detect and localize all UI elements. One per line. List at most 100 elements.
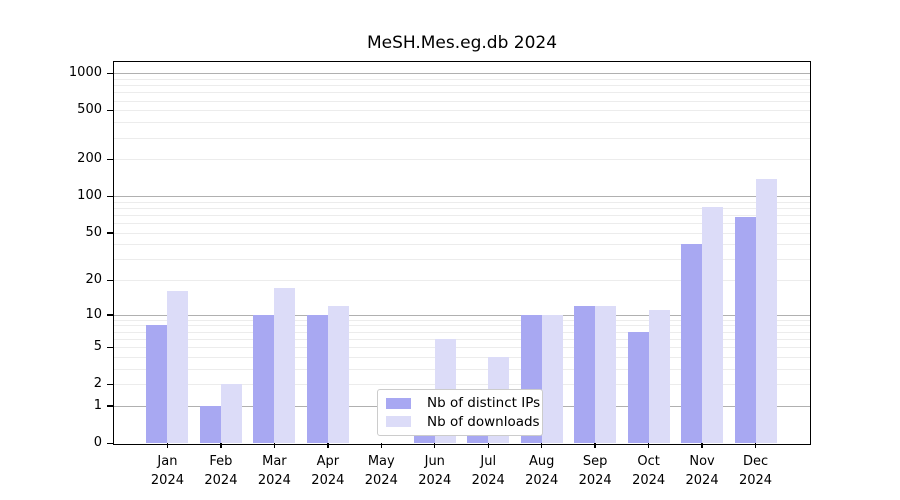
bar-ips-apr [306, 314, 328, 443]
minor-gridline [114, 368, 810, 370]
x-tick-mark [701, 443, 703, 448]
y-tick-label: 100 [77, 188, 102, 204]
y-tick-mark [106, 442, 113, 444]
legend-entry-downloads: Nb of downloads [386, 414, 540, 430]
bar-downloads-mar [274, 288, 296, 443]
y-tick-label: 5 [93, 339, 102, 355]
legend-swatch-icon [386, 397, 411, 409]
minor-gridline [114, 207, 810, 209]
minor-gridline [114, 331, 810, 333]
x-tick-month: May [367, 454, 395, 469]
x-tick-month: Jun [424, 454, 445, 469]
minor-gridline [114, 100, 810, 102]
bar-downloads-feb [220, 384, 242, 443]
bar-downloads-dec [755, 178, 777, 443]
x-tick-label-sep: Sep 2024 [550, 452, 640, 490]
bar-downloads-aug [541, 314, 563, 443]
x-tick-month: Dec [742, 454, 769, 469]
x-tick-month: Nov [689, 454, 715, 469]
y-tick-label: 2 [93, 376, 102, 392]
x-tick-mark [166, 443, 169, 448]
y-tick-mark [106, 232, 113, 234]
x-tick-mark [540, 443, 543, 448]
y-tick-mark [106, 383, 113, 386]
bar-downloads-apr [327, 305, 349, 443]
chart-title: MeSH.Mes.eg.db 2024 [366, 33, 558, 53]
minor-gridline [114, 159, 810, 161]
bar-ips-dec [734, 217, 756, 443]
y-tick-label: 10 [85, 306, 102, 322]
legend-label: Nb of downloads [427, 413, 540, 430]
bar-ips-sep [574, 305, 596, 443]
x-tick-label-oct: Oct 2024 [604, 452, 694, 490]
bar-ips-oct [627, 331, 649, 443]
x-tick-label-jan: Jan 2024 [122, 452, 212, 490]
x-tick-label-jun: Jun 2024 [390, 452, 480, 490]
legend-swatch-icon [386, 416, 411, 428]
major-gridline [114, 196, 810, 198]
y-tick-label: 20 [85, 272, 102, 288]
x-tick-label-apr: Apr 2024 [283, 452, 373, 490]
y-tick-label: 50 [85, 224, 102, 240]
bar-ips-nov [681, 244, 703, 443]
y-tick-mark [106, 109, 113, 112]
y-tick-mark [106, 72, 113, 75]
minor-gridline [114, 347, 810, 349]
x-tick-label-dec: Dec 2024 [711, 452, 801, 490]
x-tick-month: Jan [157, 454, 178, 469]
legend-entry-distinct-ips: Nb of distinct IPs [386, 395, 540, 411]
minor-gridline [114, 137, 810, 139]
y-tick-mark [106, 195, 113, 197]
x-tick-label-nov: Nov 2024 [657, 452, 747, 490]
minor-gridline [114, 280, 810, 282]
y-tick-mark [106, 158, 113, 161]
y-tick-mark [106, 279, 113, 281]
x-tick-year: 2024 [685, 473, 719, 488]
minor-gridline [114, 232, 810, 234]
x-tick-mark [434, 443, 436, 448]
x-tick-year: 2024 [525, 473, 559, 488]
x-tick-month: Aug [528, 454, 555, 469]
plot-area: Nb of distinct IPs Nb of downloads 0 1 2 5 10… [69, 61, 811, 488]
minor-gridline [114, 85, 810, 87]
x-tick-month: Jul [480, 454, 497, 469]
bar-ips-mar [253, 314, 275, 443]
x-tick-year: 2024 [418, 473, 452, 488]
x-tick-label-may: May 2024 [336, 452, 426, 490]
minor-gridline [114, 259, 810, 261]
minor-gridline [114, 92, 810, 94]
x-tick-year: 2024 [364, 473, 398, 488]
x-tick-mark [327, 443, 329, 448]
x-tick-year: 2024 [204, 473, 238, 488]
x-tick-year: 2024 [578, 473, 612, 488]
bar-downloads-oct [648, 310, 670, 443]
minor-gridline [114, 338, 810, 340]
x-tick-label-aug: Aug 2024 [497, 452, 587, 490]
x-tick-month: Feb [209, 454, 233, 469]
bar-downloads-nov [702, 206, 724, 443]
minor-gridline [114, 244, 810, 246]
minor-gridline [114, 201, 810, 203]
x-tick-label-feb: Feb 2024 [176, 452, 266, 490]
x-tick-year: 2024 [471, 473, 505, 488]
minor-gridline [114, 325, 810, 327]
x-tick-mark [754, 443, 757, 448]
bar-ips-feb [199, 405, 221, 443]
minor-gridline [114, 356, 810, 358]
x-tick-year: 2024 [632, 473, 666, 488]
x-tick-month: Oct [637, 454, 660, 469]
x-tick-mark [594, 443, 596, 448]
y-tick-mark [106, 314, 113, 316]
bar-downloads-sep [595, 305, 617, 443]
minor-gridline [114, 122, 810, 124]
x-tick-year: 2024 [738, 473, 773, 488]
legend-label: Nb of distinct IPs [427, 395, 541, 412]
bar-ips-jan [146, 325, 168, 443]
minor-gridline [114, 214, 810, 216]
x-tick-mark [220, 443, 222, 448]
x-tick-year: 2024 [311, 473, 345, 488]
x-tick-mark [487, 443, 489, 448]
minor-gridline [114, 384, 810, 386]
x-tick-month: Sep [582, 454, 608, 469]
